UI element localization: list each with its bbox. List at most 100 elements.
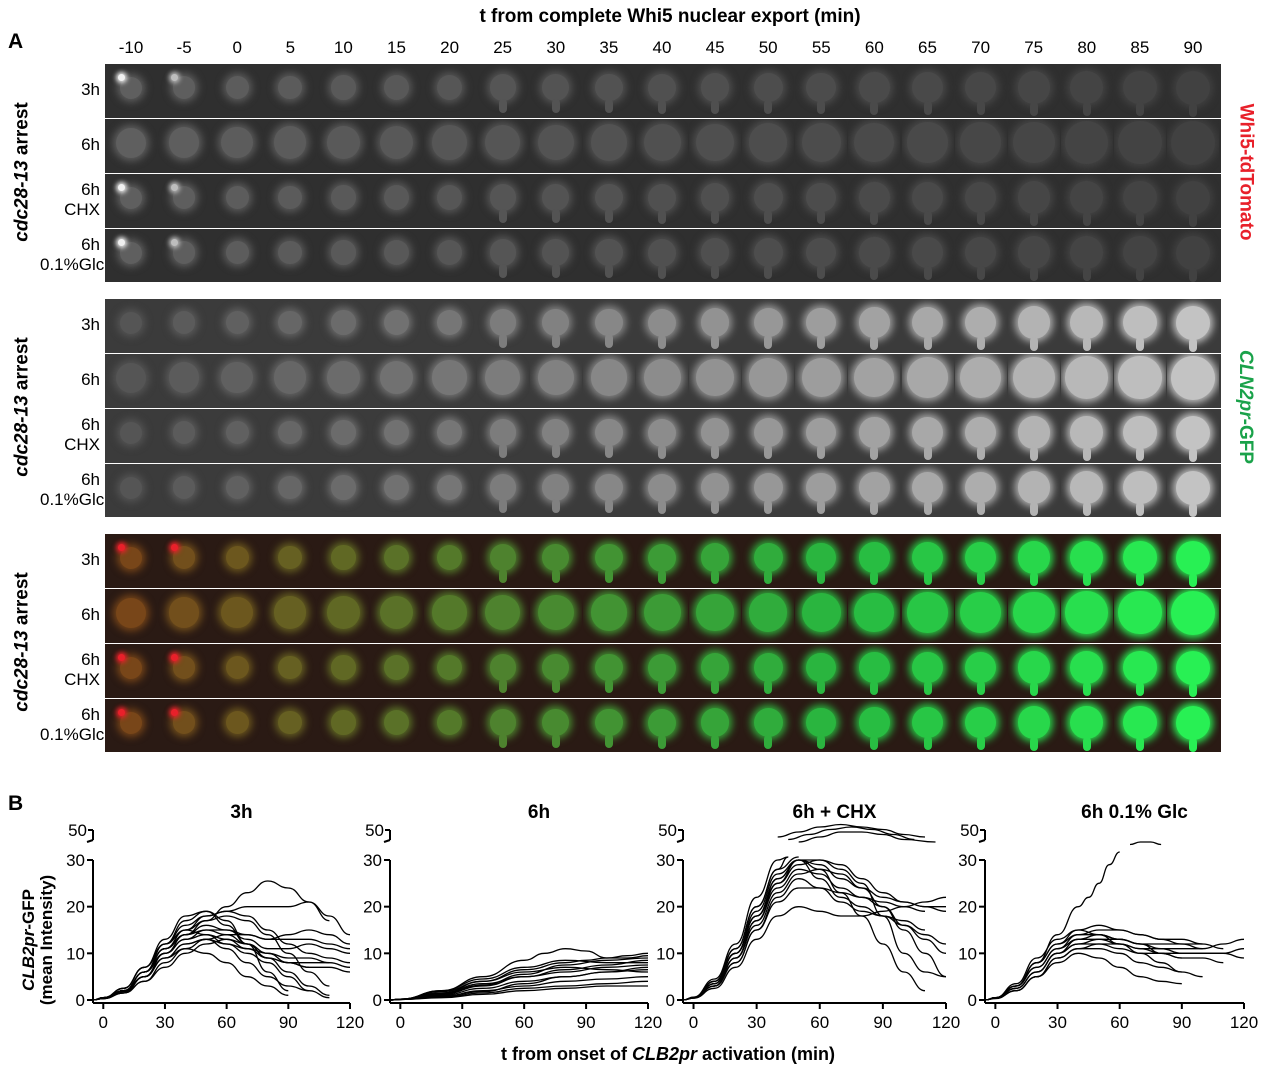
cell-image (264, 354, 316, 407)
cell-body (859, 182, 890, 213)
bud-neck (976, 101, 985, 116)
bud-neck (870, 335, 879, 350)
bud-neck (817, 680, 826, 695)
bud-neck (1029, 681, 1038, 696)
group-label-suffix: arrest (11, 337, 33, 396)
cell-image (1061, 174, 1113, 227)
series-line (777, 823, 926, 838)
cell-image (795, 534, 847, 587)
bud-neck (551, 443, 560, 458)
cell-image (902, 119, 954, 172)
cell-body (225, 475, 249, 500)
channel-grid-merge (105, 534, 1221, 752)
cell-image (1167, 644, 1219, 697)
row-label-line1: 6h (81, 135, 100, 154)
cell-image (848, 464, 900, 517)
bud-neck (817, 210, 826, 225)
image-row (105, 534, 1221, 587)
x-tick-label: 90 (1172, 1013, 1191, 1032)
cell-body (225, 655, 249, 680)
bud-neck (1135, 502, 1144, 517)
cell-image (530, 644, 582, 697)
cell-image (636, 64, 688, 117)
cell-body (172, 546, 196, 569)
cell-body (278, 310, 303, 335)
channel-label-main: Whi5-tdTomato (1234, 103, 1256, 241)
series-line (788, 826, 915, 841)
cell-body (1176, 470, 1210, 505)
x-tick-label: 60 (217, 1013, 236, 1032)
bud-neck (764, 680, 773, 695)
cell-body (384, 475, 409, 500)
cell-image (689, 229, 741, 282)
cell-image (1167, 589, 1219, 642)
x-tick-label: 30 (453, 1013, 472, 1032)
bud-neck (1189, 447, 1197, 462)
cell-body (542, 709, 570, 736)
bud-neck (1189, 267, 1197, 282)
cell-body (1012, 121, 1055, 164)
cell-body (1017, 541, 1050, 574)
group-label-suffix: arrest (11, 102, 33, 161)
cell-image (424, 589, 476, 642)
bud-neck (711, 734, 720, 749)
cell-image (955, 354, 1007, 407)
cell-body (1123, 415, 1157, 450)
series-line (984, 952, 1182, 1001)
cell-body (1070, 706, 1104, 739)
cell-image (1167, 229, 1219, 282)
cell-image (583, 589, 635, 642)
cell-image (477, 119, 529, 172)
nuclear-signal (118, 239, 125, 246)
bud-neck (923, 446, 932, 460)
series-line (798, 831, 936, 843)
bud-neck (1135, 447, 1144, 462)
cell-body (700, 708, 730, 737)
cell-body (221, 361, 253, 394)
y-axis-label: CLB2pr-GFP(mean Intensity) (19, 875, 56, 1005)
cell-image (211, 464, 263, 517)
cell-body (278, 420, 303, 445)
cell-body (1118, 590, 1162, 635)
cell-image (371, 119, 423, 172)
y-tick-label: 20 (363, 898, 382, 917)
cell-image (636, 464, 688, 517)
bud-neck (1189, 502, 1197, 517)
cell-body (700, 308, 730, 337)
time-tick: 10 (333, 38, 353, 57)
time-tick: 20 (440, 38, 460, 57)
cell-image (530, 119, 582, 172)
cell-image (477, 229, 529, 282)
cell-body (1176, 650, 1210, 685)
cell-image (636, 589, 688, 642)
y-tick-label: 50 (658, 821, 677, 840)
cell-image (1114, 229, 1166, 282)
cell-body (489, 654, 516, 681)
row-label: 6h CHX (40, 650, 100, 690)
bud-neck (658, 334, 666, 349)
nuclear-signal (171, 544, 179, 551)
cell-image (955, 119, 1007, 172)
bud-neck (1189, 337, 1197, 352)
image-row (105, 699, 1221, 752)
cell-image (795, 64, 847, 117)
y-tick-label: 0 (76, 991, 85, 1010)
cell-image (583, 174, 635, 227)
bud-neck (1029, 211, 1038, 226)
bud-neck (1082, 501, 1091, 516)
row-label: 6h 0.1%Glc (40, 705, 104, 745)
cell-body (1176, 705, 1210, 740)
bud-neck (1082, 101, 1091, 116)
cell-body (331, 475, 356, 500)
series-line (984, 851, 1120, 1001)
cell-body (753, 472, 783, 503)
row-separator (105, 698, 1221, 699)
cell-body (225, 185, 249, 210)
cell-image (955, 409, 1007, 462)
y-tick-label: 10 (363, 944, 382, 963)
bud-neck (1082, 681, 1091, 696)
cell-image (371, 409, 423, 462)
cell-image (955, 64, 1007, 117)
bud-neck (764, 735, 773, 750)
cell-image (211, 409, 263, 462)
